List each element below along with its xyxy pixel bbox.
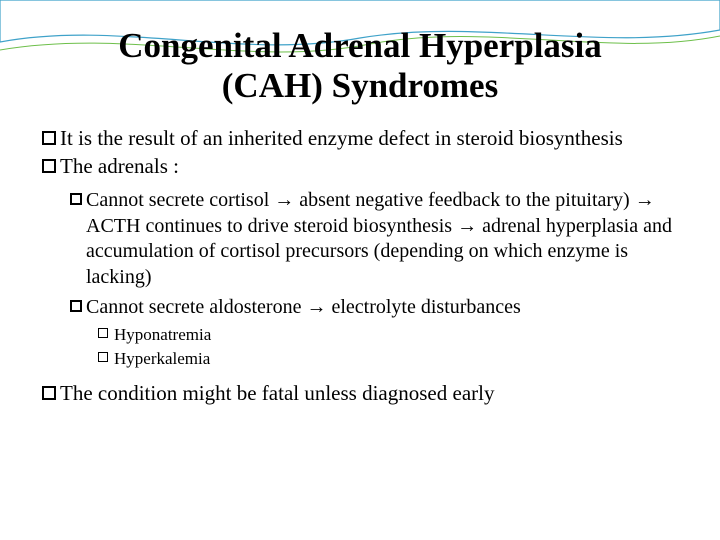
bullet-text: The condition might be fatal unless diag… <box>60 380 678 407</box>
bullet-item: Cannot secrete aldosterone → electrolyte… <box>70 295 678 321</box>
bullet-item: Hyponatremia <box>98 324 678 346</box>
bullet-item: Cannot secrete cortisol → absent negativ… <box>70 188 678 290</box>
bullet-item: The adrenals : <box>42 153 678 180</box>
bullet-text: Hyponatremia <box>114 324 678 346</box>
bullet-item: It is the result of an inherited enzyme … <box>42 125 678 152</box>
bullet-marker-icon <box>98 352 108 362</box>
bullet-item: The condition might be fatal unless diag… <box>42 380 678 407</box>
bullet-marker-icon <box>42 159 56 173</box>
bullet-marker-icon <box>70 300 82 312</box>
slide-title: Congenital Adrenal Hyperplasia (CAH) Syn… <box>42 26 678 107</box>
bullet-item: Hyperkalemia <box>98 348 678 370</box>
bullet-text: It is the result of an inherited enzyme … <box>60 125 678 152</box>
bullet-text: Cannot secrete cortisol → absent negativ… <box>86 188 678 290</box>
title-line-2: (CAH) Syndromes <box>42 66 678 106</box>
bullet-marker-icon <box>42 131 56 145</box>
slide-content: Congenital Adrenal Hyperplasia (CAH) Syn… <box>0 0 720 429</box>
bullet-marker-icon <box>42 386 56 400</box>
title-line-1: Congenital Adrenal Hyperplasia <box>42 26 678 66</box>
bullet-marker-icon <box>98 328 108 338</box>
bullet-text: Cannot secrete aldosterone → electrolyte… <box>86 295 678 321</box>
bullet-text: Hyperkalemia <box>114 348 678 370</box>
bullet-text: The adrenals : <box>60 153 678 180</box>
bullet-list: It is the result of an inherited enzyme … <box>42 125 678 407</box>
bullet-marker-icon <box>70 193 82 205</box>
